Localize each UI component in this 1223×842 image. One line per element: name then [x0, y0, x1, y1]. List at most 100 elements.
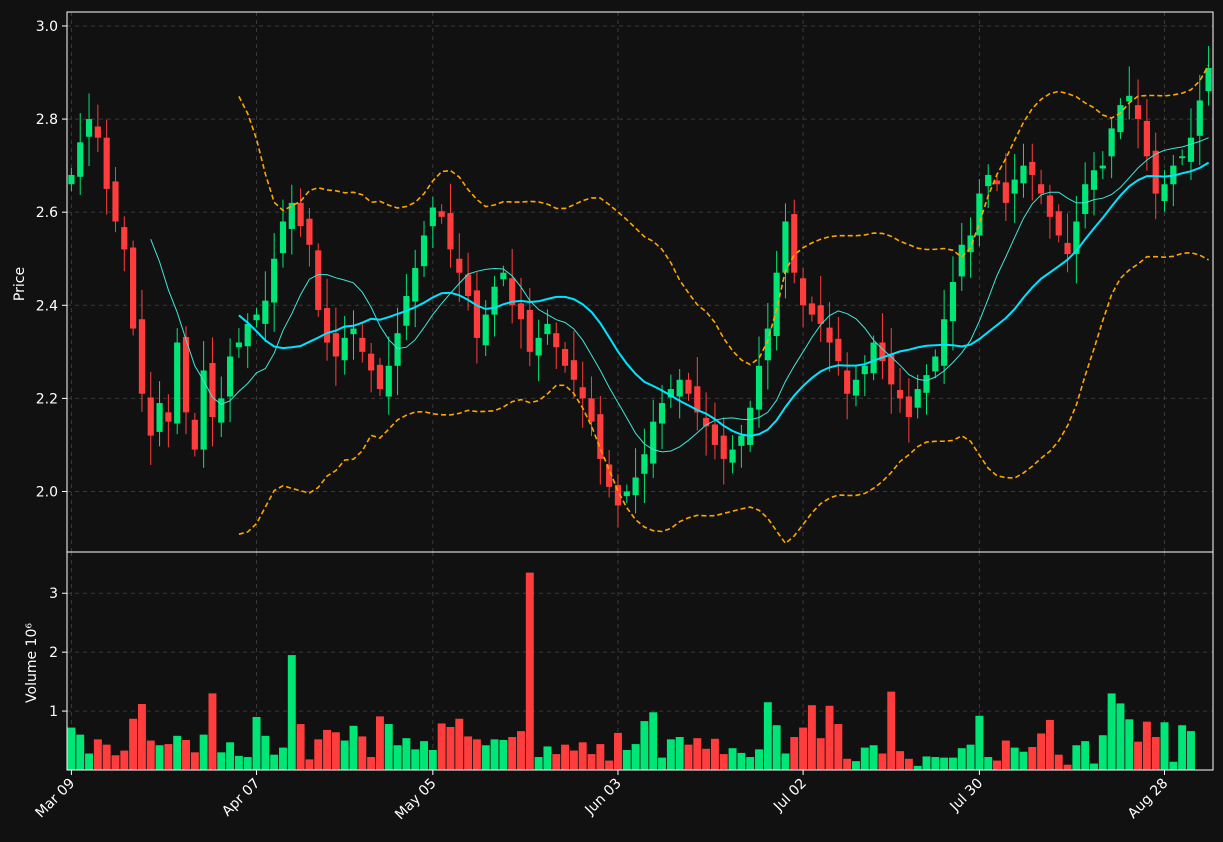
- candle-body: [271, 258, 278, 303]
- volume-bar: [137, 704, 146, 770]
- volume-bar: [552, 754, 561, 770]
- volume-bar: [261, 735, 270, 770]
- candle-body: [703, 417, 710, 427]
- candle-body: [226, 356, 234, 397]
- candle-body: [949, 282, 957, 322]
- candle-body: [473, 290, 481, 338]
- candle-body: [182, 336, 190, 413]
- bollinger-upper-line: [238, 64, 1210, 366]
- candle-body: [1038, 184, 1045, 194]
- candle-body: [438, 211, 445, 217]
- volume-bar: [781, 753, 790, 770]
- volume-bar: [331, 732, 340, 770]
- volume-bar: [666, 739, 675, 770]
- price-panel: 2.0 2.2 2.4 2.6 2.8 3.0: [36, 11, 1214, 553]
- volume-bar: [1107, 693, 1116, 770]
- volume-bar: [1134, 741, 1143, 770]
- volume-bar: [816, 738, 825, 770]
- volume-bar: [93, 739, 102, 770]
- volume-bar: [252, 716, 261, 770]
- candle-body: [262, 300, 269, 324]
- volume-bar: [640, 721, 649, 770]
- candle-body: [958, 244, 965, 277]
- candle-body: [870, 342, 877, 374]
- candle-body: [738, 435, 745, 446]
- volume-bar: [852, 761, 860, 770]
- volume-bar: [340, 740, 349, 770]
- volume-bar: [631, 744, 640, 770]
- candle-body: [923, 375, 930, 393]
- candle-body: [535, 337, 542, 356]
- candle-body: [323, 308, 331, 343]
- price-tick-label: 2.2: [36, 391, 58, 407]
- price-tick-label: 3.0: [36, 19, 58, 35]
- candle-body: [121, 227, 128, 250]
- volume-bar: [1054, 754, 1063, 770]
- candle-body: [500, 272, 507, 280]
- volume-bar: [922, 756, 931, 770]
- candle-body: [1152, 150, 1159, 194]
- candle-body: [350, 328, 357, 335]
- volume-bar: [719, 754, 728, 770]
- candle-body: [517, 303, 525, 320]
- price-tick-label: 2.0: [36, 484, 58, 500]
- volume-bar: [931, 757, 940, 770]
- volume-bar: [217, 752, 226, 770]
- candle-body: [588, 398, 595, 422]
- candle-body: [905, 396, 912, 417]
- volume-bar: [993, 760, 1001, 770]
- volume-bar: [763, 702, 772, 770]
- volume-bar: [411, 749, 420, 770]
- candle-body: [1117, 105, 1124, 133]
- volume-frame: [66, 551, 1214, 771]
- volume-bar: [270, 754, 279, 770]
- candle-body: [967, 235, 974, 253]
- candle-body: [835, 338, 842, 362]
- volume-bar: [464, 736, 473, 770]
- candle-body: [844, 370, 851, 394]
- candle-body: [685, 379, 692, 394]
- volume-bar: [349, 725, 358, 770]
- volume-bar: [1151, 737, 1160, 770]
- candle-body: [94, 126, 101, 138]
- candle-body: [1090, 170, 1098, 190]
- volume-bar: [1160, 722, 1169, 770]
- candle-body: [420, 235, 428, 267]
- volume-bar: [613, 732, 622, 770]
- candle-body: [1020, 165, 1027, 184]
- volume-bar: [1037, 733, 1046, 770]
- volume-bar: [746, 757, 755, 770]
- volume-bar: [710, 738, 719, 770]
- volume-bar: [966, 744, 975, 770]
- candle-body: [509, 278, 516, 306]
- candle-body: [85, 119, 93, 137]
- candle-body: [993, 180, 1001, 185]
- candle-body: [896, 390, 904, 399]
- volume-bar: [790, 737, 799, 770]
- candle-body: [235, 342, 242, 348]
- candle-body: [711, 424, 719, 445]
- candle-body: [147, 397, 154, 436]
- volume-bar: [455, 718, 464, 770]
- candle-body: [676, 379, 683, 397]
- volume-bar: [155, 745, 164, 770]
- candle-body: [332, 333, 339, 357]
- candle-body: [1143, 120, 1150, 157]
- volume-bar: [728, 748, 737, 770]
- volume-bar: [402, 738, 411, 770]
- volume-bar: [428, 749, 437, 770]
- candle-body: [1179, 156, 1186, 159]
- candle-body: [368, 353, 375, 371]
- volume-bar: [693, 738, 702, 770]
- volume-bar: [287, 655, 296, 770]
- candle-body: [606, 464, 613, 487]
- volume-bar: [279, 747, 287, 770]
- volume-bar: [384, 724, 393, 770]
- candle-body: [306, 218, 313, 245]
- candle-body: [985, 174, 992, 187]
- volume-tick-label: 1: [49, 704, 58, 720]
- volume-bar: [860, 747, 869, 770]
- volume-bar: [1125, 719, 1134, 770]
- volume-bar: [896, 751, 905, 770]
